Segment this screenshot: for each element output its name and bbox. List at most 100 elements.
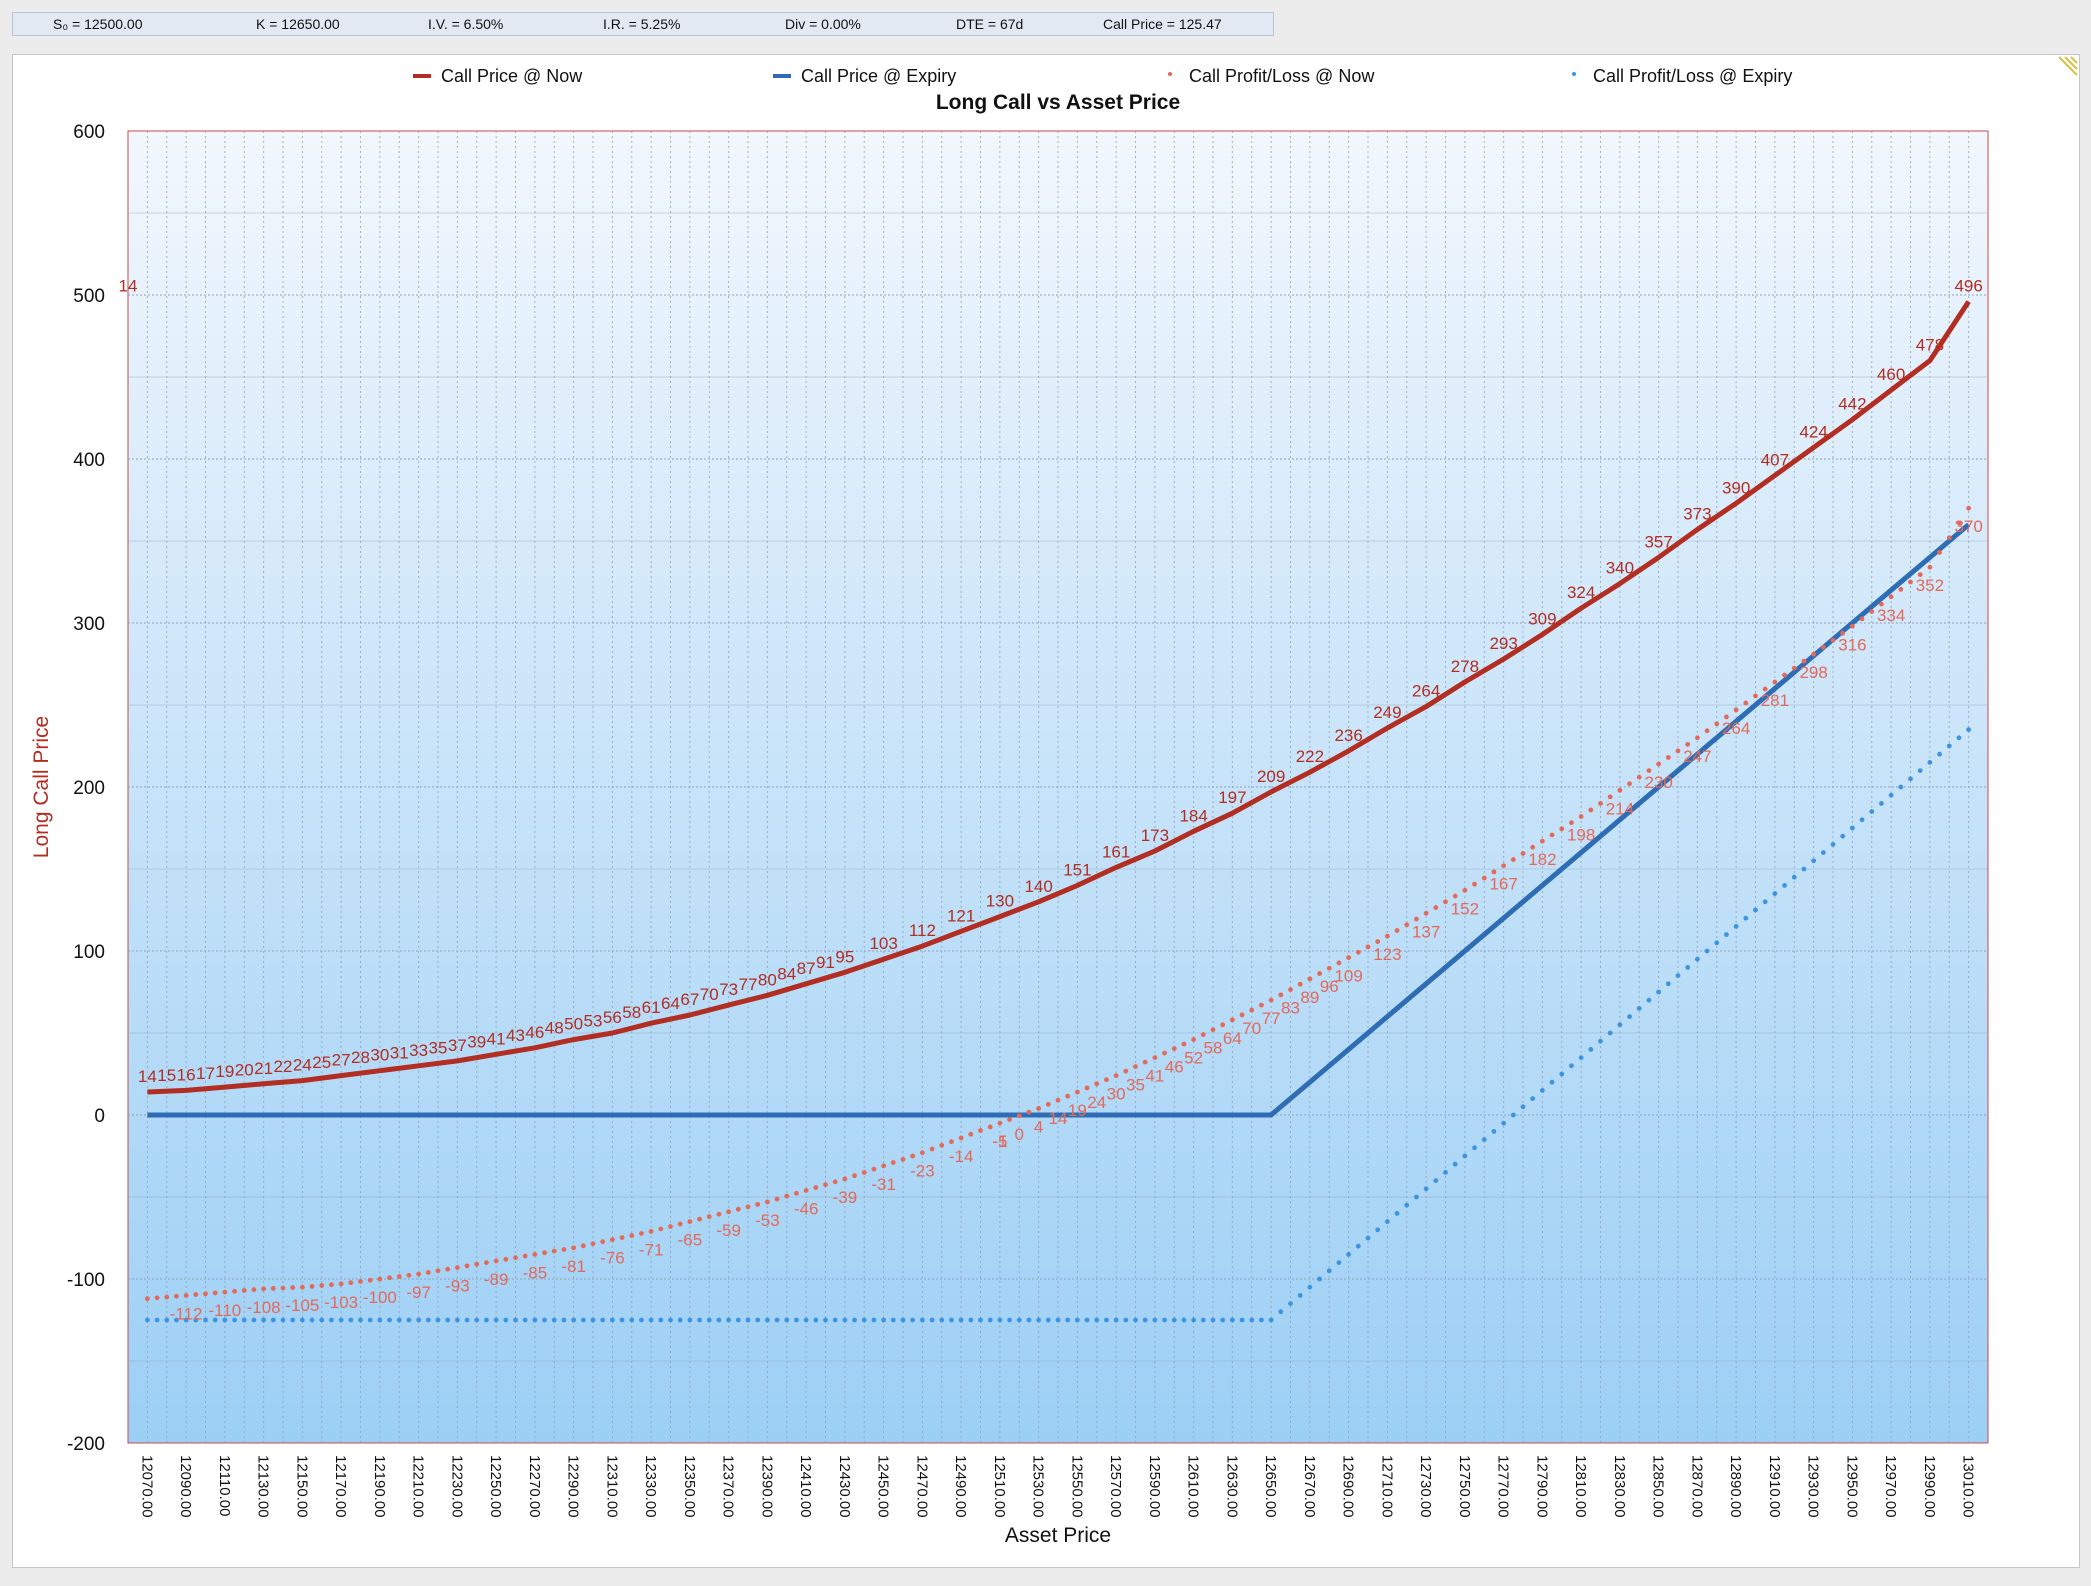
pl-expiry-point bbox=[154, 1317, 160, 1323]
pl-now-point bbox=[1917, 572, 1923, 578]
x-tick-label: 12790.00 bbox=[1533, 1455, 1550, 1518]
pl-expiry-point bbox=[358, 1317, 363, 1323]
now-pl-data-label: -39 bbox=[833, 1188, 858, 1207]
pl-expiry-point bbox=[1026, 1317, 1032, 1323]
now-pl-data-label: -105 bbox=[285, 1296, 319, 1315]
x-tick-label: 12670.00 bbox=[1301, 1455, 1318, 1518]
pl-now-point bbox=[212, 1290, 218, 1296]
strike-param: K = 12650.00 bbox=[256, 16, 340, 32]
now-price-data-label: 87 bbox=[797, 959, 816, 978]
pl-expiry-point bbox=[978, 1317, 983, 1323]
now-price-data-label: 56 bbox=[603, 1008, 622, 1027]
x-tick-label: 12470.00 bbox=[913, 1455, 930, 1518]
now-pl-data-label: -59 bbox=[716, 1221, 741, 1240]
pl-now-point bbox=[1036, 1106, 1042, 1111]
now-price-data-label: 48 bbox=[545, 1019, 564, 1038]
pl-now-point bbox=[1569, 820, 1574, 826]
pl-now-point bbox=[1733, 707, 1739, 713]
pl-now-point bbox=[774, 1196, 780, 1202]
pl-expiry-point bbox=[542, 1317, 547, 1323]
pl-expiry-point bbox=[503, 1317, 509, 1323]
pl-now-point bbox=[1123, 1068, 1129, 1074]
pl-expiry-point bbox=[871, 1317, 877, 1323]
pl-now-point bbox=[590, 1241, 596, 1247]
pl-expiry-point bbox=[1278, 1309, 1284, 1315]
pl-expiry-point bbox=[377, 1317, 383, 1323]
pl-now-point bbox=[1588, 807, 1594, 813]
y-tick-label: 0 bbox=[94, 1106, 105, 1127]
pl-now-point bbox=[1694, 735, 1700, 741]
pl-now-point bbox=[1394, 928, 1400, 933]
pl-now-point bbox=[1510, 857, 1516, 862]
pl-expiry-point bbox=[987, 1317, 993, 1323]
pl-expiry-point bbox=[1791, 874, 1797, 880]
pl-now-point bbox=[697, 1216, 702, 1222]
x-tick-label: 12350.00 bbox=[681, 1455, 698, 1518]
resize-corner-icon[interactable] bbox=[2057, 55, 2079, 77]
pl-now-point bbox=[1249, 1007, 1255, 1013]
pl-now-point bbox=[1288, 987, 1293, 992]
now-pl-data-label: 167 bbox=[1489, 875, 1517, 894]
pl-now-point bbox=[958, 1135, 964, 1141]
x-tick-label: 12970.00 bbox=[1882, 1455, 1899, 1518]
now-pl-data-label: 77 bbox=[1262, 1009, 1281, 1028]
pl-now-point bbox=[387, 1275, 392, 1281]
pl-expiry-point bbox=[1104, 1317, 1109, 1323]
pl-expiry-point bbox=[1326, 1268, 1332, 1274]
pl-now-point bbox=[1598, 801, 1603, 806]
call-price-expiry-line bbox=[147, 522, 1971, 1118]
pl-expiry-point bbox=[329, 1317, 334, 1323]
pl-now-point bbox=[1927, 564, 1933, 570]
pl-expiry-point bbox=[484, 1317, 489, 1323]
now-price-data-label: 460 bbox=[1877, 365, 1905, 384]
now-price-data-label: 80 bbox=[758, 970, 777, 989]
pl-expiry-point bbox=[639, 1317, 644, 1323]
pl-expiry-point bbox=[1423, 1186, 1429, 1192]
pl-now-point bbox=[910, 1153, 916, 1159]
now-pl-data-label: 298 bbox=[1799, 663, 1827, 682]
x-tick-label: 12210.00 bbox=[410, 1455, 427, 1518]
now-pl-data-label: -81 bbox=[561, 1257, 586, 1276]
pl-now-point bbox=[823, 1182, 828, 1188]
pl-now-point bbox=[1617, 787, 1623, 793]
x-tick-label: 12530.00 bbox=[1030, 1455, 1047, 1518]
pl-now-point bbox=[1259, 1002, 1264, 1008]
pl-expiry-point bbox=[668, 1317, 673, 1323]
pl-now-point bbox=[1336, 960, 1342, 966]
y-tick-label: 500 bbox=[73, 286, 105, 307]
pl-expiry-point bbox=[1908, 776, 1913, 782]
pl-expiry-point bbox=[755, 1317, 761, 1323]
now-pl-data-label: 14 bbox=[1049, 1109, 1068, 1128]
now-pl-data-label: 58 bbox=[1204, 1039, 1223, 1058]
pl-expiry-point bbox=[823, 1317, 828, 1323]
now-price-data-label: 27 bbox=[332, 1051, 351, 1070]
pl-now-point bbox=[1210, 1027, 1216, 1033]
pl-now-point bbox=[706, 1214, 712, 1220]
pl-expiry-point bbox=[1239, 1317, 1245, 1323]
pl-expiry-point bbox=[1539, 1088, 1545, 1093]
pl-now-point bbox=[561, 1247, 567, 1252]
pl-now-point bbox=[1898, 586, 1904, 592]
pl-expiry-point bbox=[1200, 1317, 1206, 1323]
implied-volatility-param: I.V. = 6.50% bbox=[428, 16, 504, 32]
pl-expiry-point bbox=[687, 1317, 693, 1323]
pl-expiry-point bbox=[454, 1317, 460, 1323]
pl-now-point bbox=[1462, 887, 1468, 893]
pl-expiry-point bbox=[367, 1317, 373, 1323]
now-price-data-label: 22 bbox=[274, 1057, 293, 1076]
pl-now-point bbox=[1026, 1109, 1032, 1115]
pl-now-point bbox=[1966, 505, 1972, 511]
now-price-data-label: 73 bbox=[719, 980, 738, 999]
now-pl-data-label: -93 bbox=[445, 1277, 470, 1296]
pl-expiry-point bbox=[939, 1317, 945, 1323]
pl-now-point bbox=[1946, 535, 1952, 541]
pl-expiry-point bbox=[1820, 850, 1826, 855]
now-price-data-label: 33 bbox=[409, 1041, 428, 1060]
now-pl-data-label: 96 bbox=[1320, 977, 1339, 996]
pl-now-point bbox=[290, 1285, 296, 1291]
now-pl-data-label: 52 bbox=[1184, 1049, 1203, 1068]
x-tick-label: 12650.00 bbox=[1262, 1455, 1279, 1518]
pl-expiry-point bbox=[949, 1317, 954, 1323]
now-price-data-label: 14 bbox=[138, 1067, 157, 1086]
pl-now-point bbox=[1762, 686, 1768, 692]
